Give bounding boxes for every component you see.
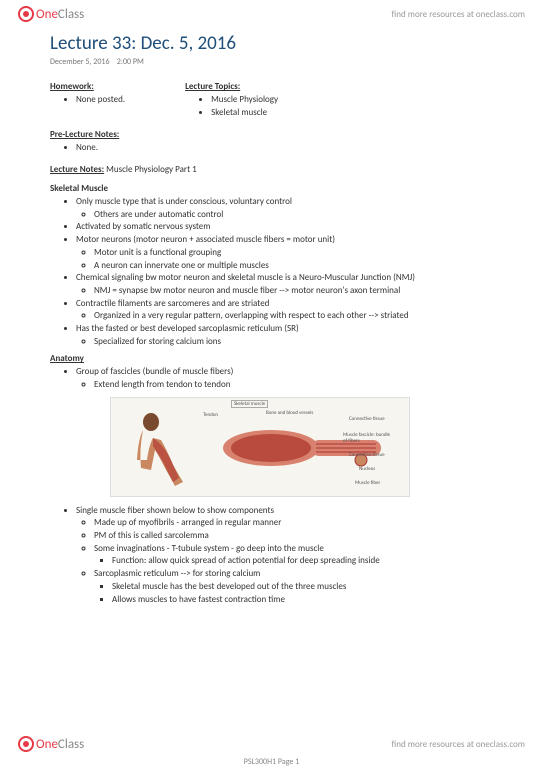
- homework-heading: Homework:: [50, 81, 125, 92]
- list-item: Extend length from tendon to tendon: [94, 379, 493, 391]
- topics-heading: Lecture Topics:: [185, 81, 278, 92]
- img-label-fascicle: Muscle fascicle: bundle of fibers: [343, 432, 393, 444]
- page-number: PSL300H1 Page 1: [244, 757, 300, 767]
- list-item: Chemical signaling bw motor neuron and s…: [76, 272, 493, 296]
- anatomy-diagram: Skeletal muscle Tendon Bone and blood ve…: [110, 397, 410, 497]
- img-label-ct2: Connective tissue: [349, 452, 385, 458]
- list-item: Has the fasted or best developed sarcopl…: [76, 323, 493, 347]
- brand-logo-footer: OneClass: [18, 736, 84, 752]
- list-item: Skeletal muscle has the best developed o…: [112, 581, 493, 593]
- topic-item: Skeletal muscle: [211, 107, 278, 119]
- page-footer: OneClass find more resources at oneclass…: [0, 730, 543, 758]
- logo-circle-icon: [18, 736, 34, 752]
- page-title: Lecture 33: Dec. 5, 2016: [50, 32, 493, 55]
- brand-name-footer: OneClass: [36, 737, 84, 752]
- list-item: Motor unit is a functional grouping: [94, 247, 493, 259]
- list-item: Single muscle fiber shown below to show …: [76, 505, 493, 606]
- img-label-tendon: Tendon: [203, 412, 218, 418]
- img-label-bone: Bone and blood vessels: [266, 410, 313, 416]
- list-item: Motor neurons (motor neuron + associated…: [76, 234, 493, 271]
- list-item: Some invaginations - T-tubule system - g…: [94, 543, 493, 567]
- list-item: Sarcoplasmic reticulum --> for storing c…: [94, 568, 493, 605]
- topics-block: Lecture Topics: Muscle Physiology Skelet…: [185, 81, 278, 119]
- document-body: Lecture 33: Dec. 5, 2016 December 5, 201…: [0, 28, 543, 605]
- header-tagline: find more resources at oneclass.com: [392, 9, 525, 20]
- img-label-nucleus: Nucleus: [359, 466, 375, 472]
- list-item: Specialized for storing calcium ions: [94, 336, 493, 348]
- doc-time: 2:00 PM: [117, 57, 144, 67]
- prelecture-block: Pre-Lecture Notes: None.: [50, 129, 493, 154]
- brand-name: OneClass: [36, 7, 84, 22]
- doc-date: December 5, 2016: [50, 57, 110, 67]
- prelecture-heading: Pre-Lecture Notes:: [50, 129, 493, 140]
- list-item: Function: allow quick spread of action p…: [112, 555, 493, 567]
- anatomy-list-1: Group of fascicles (bundle of muscle fib…: [50, 366, 493, 390]
- list-item: PM of this is called sarcolemma: [94, 530, 493, 542]
- prelecture-item: None.: [76, 142, 493, 154]
- skeletal-heading: Skeletal Muscle: [50, 183, 493, 194]
- list-item: Group of fascicles (bundle of muscle fib…: [76, 366, 493, 390]
- anatomy-list-2: Single muscle fiber shown below to show …: [50, 505, 493, 606]
- footer-tagline: find more resources at oneclass.com: [392, 739, 525, 750]
- list-item: A neuron can innervate one or multiple m…: [94, 260, 493, 272]
- notes-suffix: Muscle Physiology Part 1: [104, 164, 197, 175]
- img-label-ct: Connective tissue: [349, 416, 385, 422]
- torso-illustration-icon: [123, 410, 203, 490]
- img-caption: Skeletal muscle: [231, 400, 268, 408]
- topic-item: Muscle Physiology: [211, 94, 278, 106]
- skeletal-list: Only muscle type that is under conscious…: [50, 196, 493, 347]
- img-label-fiber: Muscle fiber: [355, 480, 380, 486]
- notes-label: Lecture Notes:: [50, 164, 104, 175]
- brand-logo: OneClass: [18, 6, 84, 22]
- list-item: NMJ = synapse bw motor neuron and muscle…: [94, 285, 493, 297]
- homework-item: None posted.: [76, 94, 125, 106]
- homework-block: Homework: None posted.: [50, 81, 125, 119]
- list-item: Made up of myofibrils - arranged in regu…: [94, 517, 493, 529]
- logo-circle-icon: [18, 6, 34, 22]
- page-header: OneClass find more resources at oneclass…: [0, 0, 543, 28]
- two-column-row: Homework: None posted. Lecture Topics: M…: [50, 81, 493, 119]
- list-item: Only muscle type that is under conscious…: [76, 196, 493, 220]
- list-item: Others are under automatic control: [94, 209, 493, 221]
- anatomy-heading: Anatomy: [50, 353, 493, 364]
- lecture-notes-line: Lecture Notes: Muscle Physiology Part 1: [50, 164, 493, 175]
- list-item: Activated by somatic nervous system: [76, 221, 493, 233]
- list-item: Organized in a very regular pattern, ove…: [94, 310, 493, 322]
- list-item: Contractile filaments are sarcomeres and…: [76, 298, 493, 322]
- list-item: Allows muscles to have fastest contracti…: [112, 594, 493, 606]
- date-line: December 5, 2016 2:00 PM: [50, 57, 493, 67]
